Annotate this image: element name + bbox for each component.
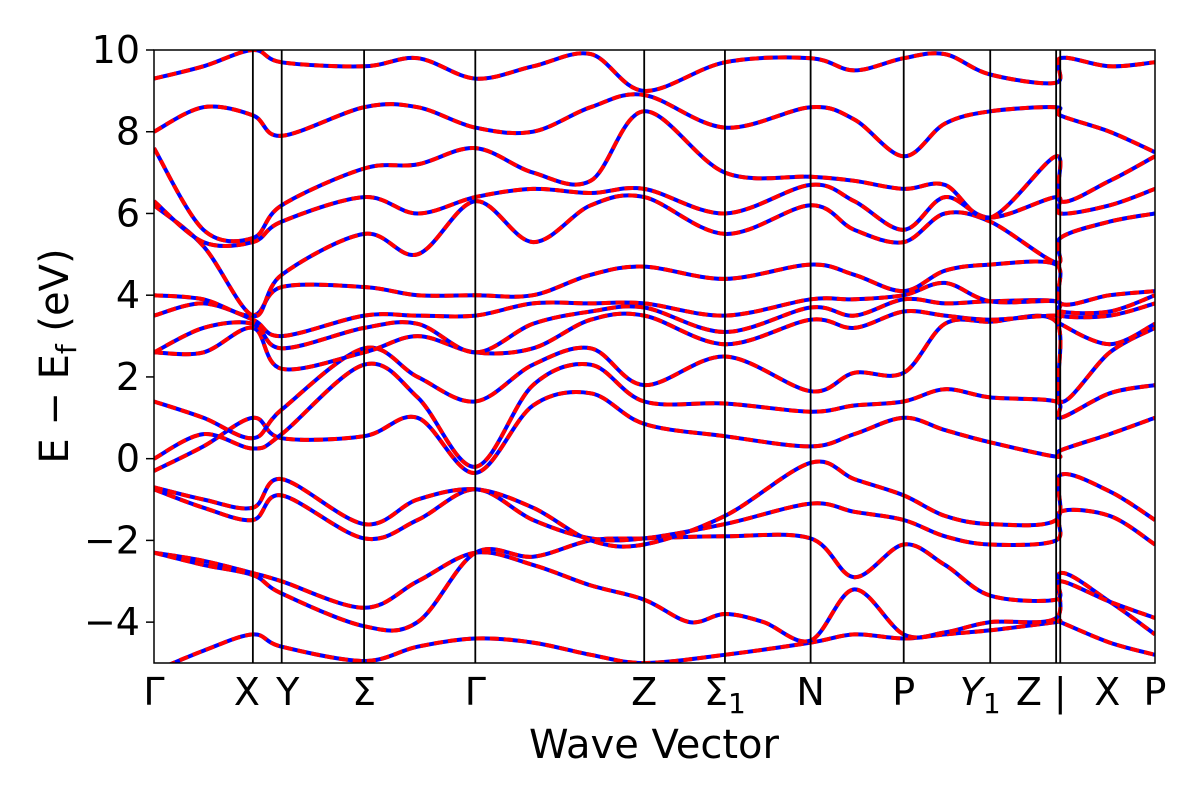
band-line-dashed (154, 361, 1155, 469)
high-symmetry-lines (251, 50, 1062, 663)
bands-layer (154, 50, 1155, 663)
kpoint-label: Z (631, 670, 657, 714)
kpoint-label: P (1144, 670, 1167, 714)
y-tick-label: −4 (84, 600, 140, 644)
y-tick-label: 8 (116, 110, 140, 154)
y-tick-label: −2 (84, 518, 140, 562)
x-axis-ticks: Γ X Y Σ Γ Z Σ1 N P Y1 Z | X P (143, 670, 1166, 720)
band-line-dashed (154, 532, 1155, 633)
kpoint-label: Y (275, 670, 300, 714)
band-line-dashed (154, 92, 1155, 159)
x-axis-title: Wave Vector (529, 722, 780, 768)
y-tick-label: 6 (116, 191, 140, 235)
band-line-dashed (154, 550, 1155, 644)
kpoint-label: Γ (143, 670, 164, 714)
y-axis-ticks: −4 −2 0 2 4 6 8 10 (84, 28, 154, 644)
kpoint-label: X (1094, 670, 1120, 714)
y-tick-label: 0 (116, 437, 140, 481)
band-line-dashed (154, 313, 1155, 441)
kpoint-label: X (234, 670, 260, 714)
kpoint-label: P (892, 670, 915, 714)
y-tick-label: 4 (116, 273, 140, 317)
plot-frame (153, 49, 1156, 664)
y-tick-label: 10 (92, 28, 140, 72)
band-line-dashed (154, 182, 1155, 248)
kpoint-label: N (796, 670, 824, 714)
band-line-dashed (154, 459, 1155, 549)
y-tick-label: 2 (116, 355, 140, 399)
band-line-dashed (154, 280, 1155, 339)
band-line-dashed (154, 390, 1155, 475)
band-line (154, 309, 1155, 372)
kpoint-label: Σ1 (704, 670, 746, 720)
band-line-dashed (154, 109, 1155, 244)
kpoint-label: Z (1016, 670, 1042, 714)
kpoint-label: Σ (352, 670, 376, 714)
band-line-dashed (154, 50, 1155, 93)
kpoint-label: Y1 (960, 670, 1001, 720)
band-line-dashed (154, 259, 1155, 318)
svg-text:E − Ef (eV): E − Ef (eV) (32, 248, 83, 463)
kpoint-label: | (1054, 670, 1067, 715)
y-axis-title: E − Ef (eV) (32, 248, 83, 463)
kpoint-label: Γ (465, 670, 486, 714)
